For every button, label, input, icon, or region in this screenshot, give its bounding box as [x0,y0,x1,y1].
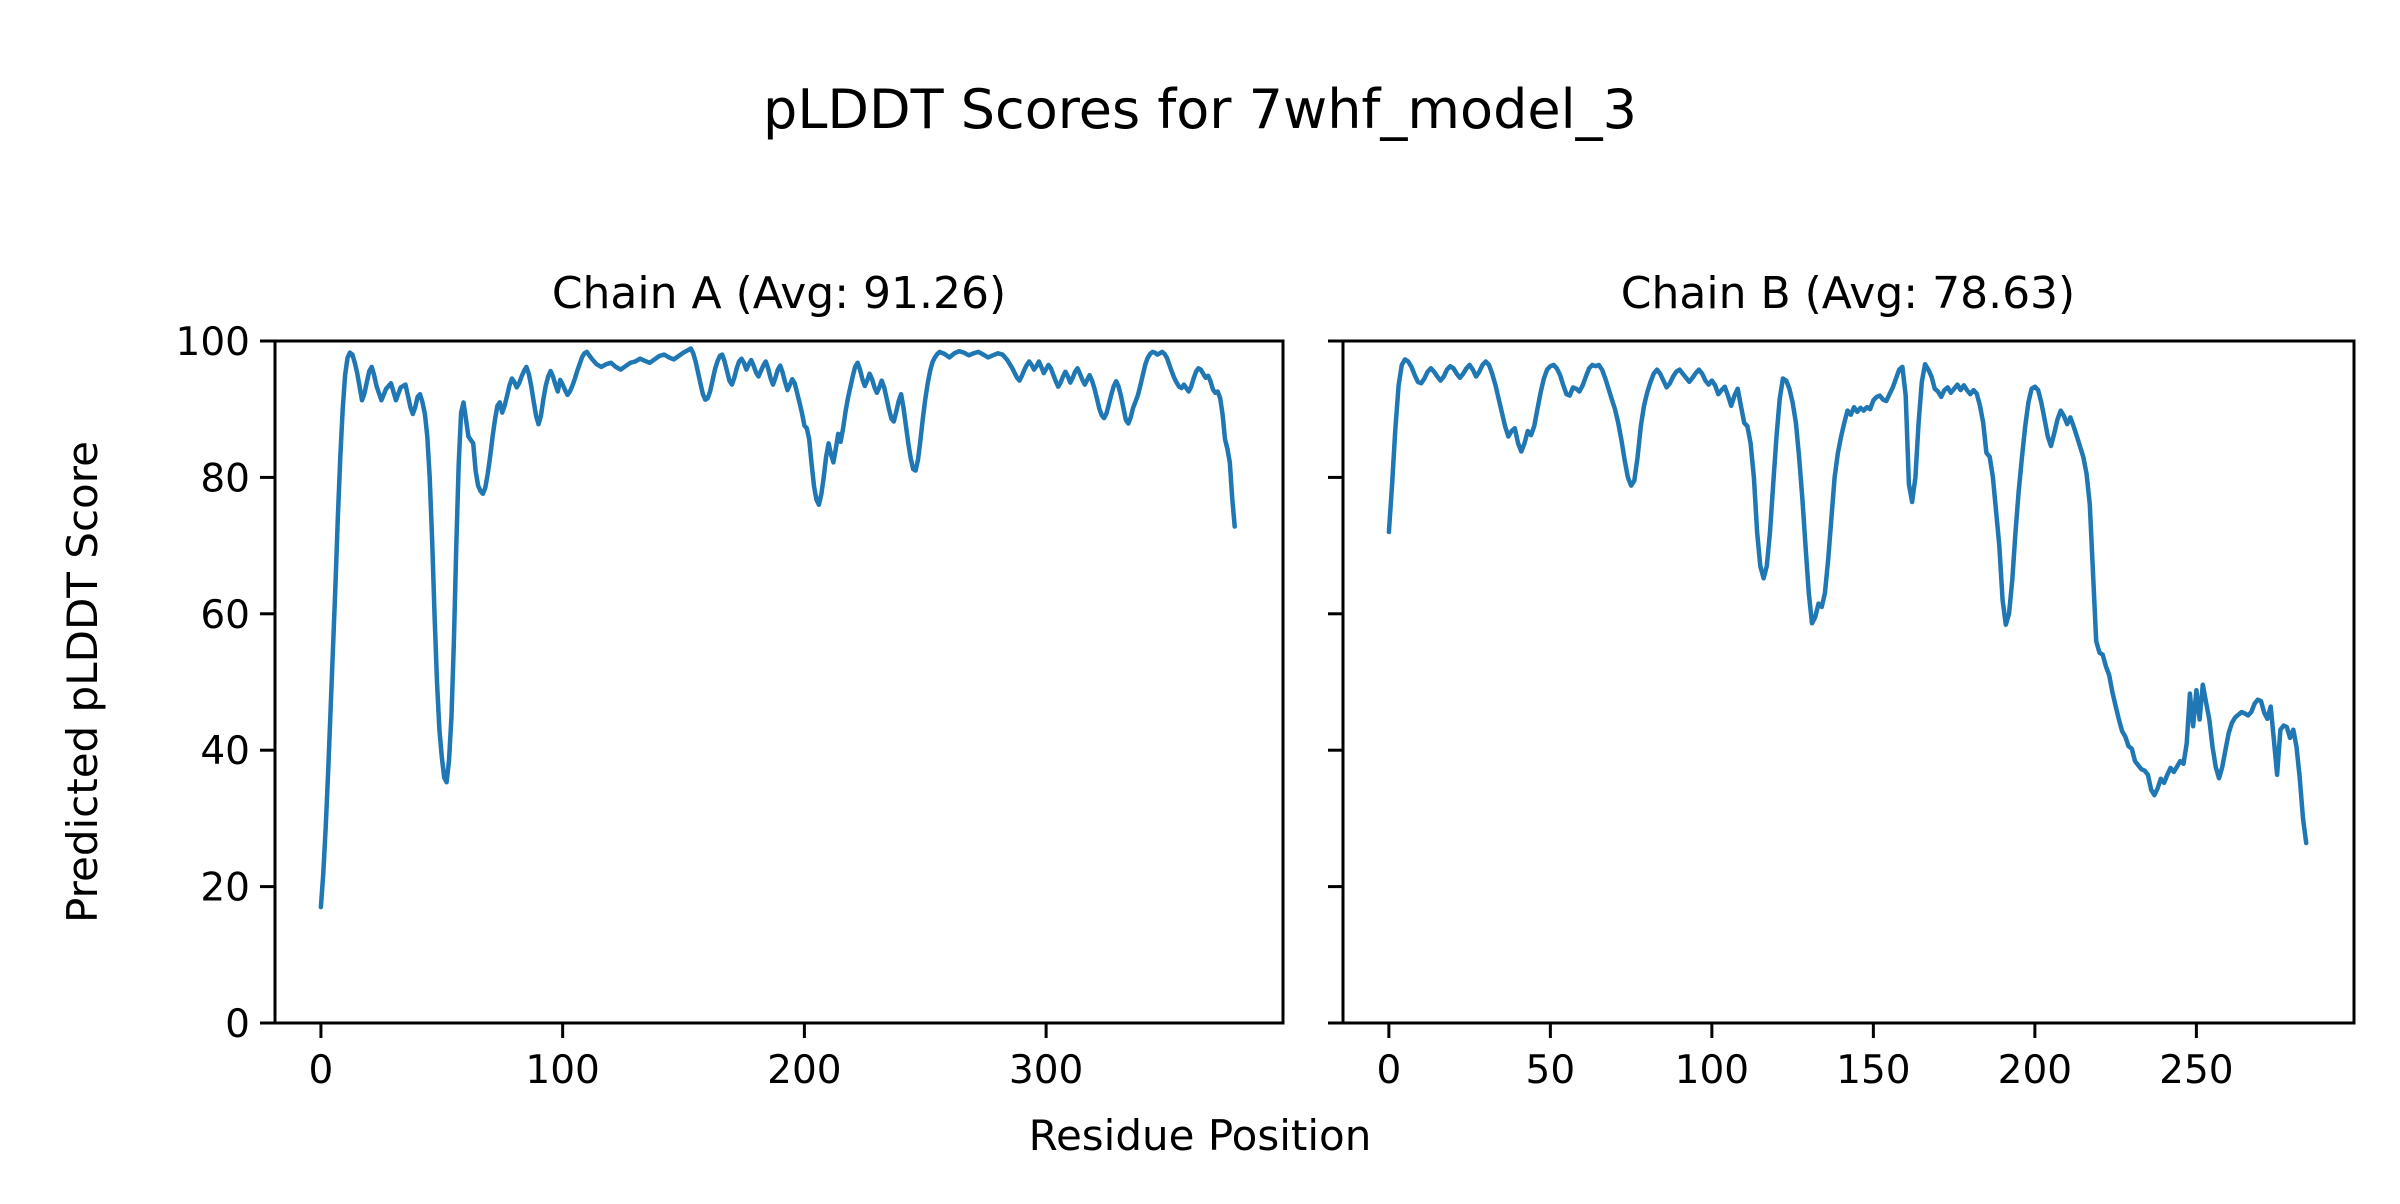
y-tick-label: 40 [200,729,250,774]
x-tick-label: 300 [1009,1048,1083,1093]
x-tick-label: 50 [1526,1048,1576,1093]
chain-b-axes: 0 50 100 150 200 250 [1328,339,2356,1093]
chain-a-axes: 0 100 200 300 0 20 40 60 80 100 [176,320,1285,1093]
y-tick-label: 100 [176,320,250,365]
y-axis-label: Predicted pLDDT Score [58,441,107,923]
axes-frame [1341,339,2356,1025]
x-axis-label: Residue Position [1029,1111,1372,1160]
x-tick-label: 150 [1836,1048,1910,1093]
y-tick-label: 60 [200,593,250,638]
axes-frame [273,339,1285,1025]
chain-a-title: Chain A (Avg: 91.26) [552,268,1006,319]
plddt-line-chain-b [1386,357,2309,846]
x-tick-label: 0 [309,1048,334,1093]
figure-suptitle: pLDDT Scores for 7whf_model_3 [763,78,1637,141]
x-tick-label: 100 [1675,1048,1749,1093]
plddt-line-chain-a [318,346,1237,910]
x-tick-label: 0 [1376,1048,1401,1093]
y-tick-label: 0 [225,1002,250,1047]
chain-b-title: Chain B (Avg: 78.63) [1621,268,2075,319]
y-tick-label: 80 [200,456,250,501]
y-tick-label: 20 [200,866,250,911]
x-tick-label: 200 [1998,1048,2072,1093]
x-tick-label: 100 [525,1048,599,1093]
x-tick-label: 250 [2159,1048,2233,1093]
x-tick-label: 200 [767,1048,841,1093]
